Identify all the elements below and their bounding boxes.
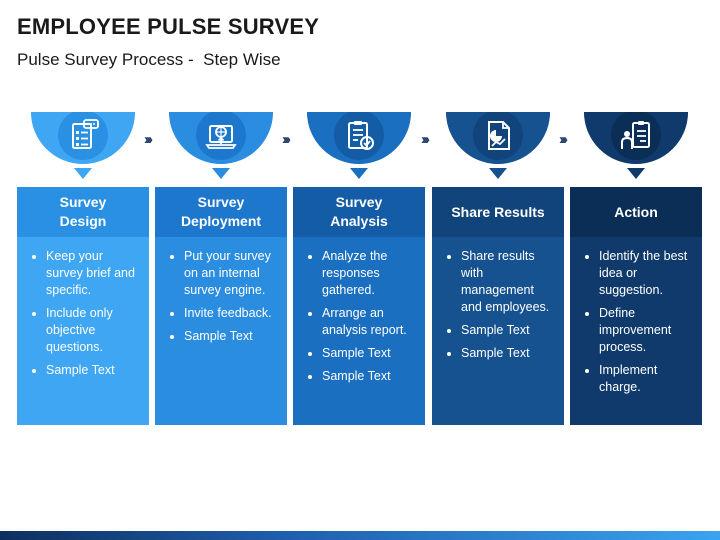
survey-checklist-icon — [58, 112, 108, 160]
step-pointer — [489, 168, 507, 179]
step-icon-badge — [584, 112, 688, 164]
bullet-list: Keep your survey brief and specific. Incl… — [29, 248, 143, 379]
step-heading: Survey Deployment — [155, 187, 287, 237]
laptop-upload-icon — [196, 112, 246, 160]
step-heading: Action — [570, 187, 702, 237]
bullet-item: Sample Text — [29, 362, 143, 379]
step-icon-badge — [31, 112, 135, 164]
bullet-item: Sample Text — [167, 328, 281, 345]
step-details: Put your survey on an internal survey en… — [155, 237, 287, 425]
process-step: Survey Deployment Put your survey on an i… — [155, 112, 287, 425]
person-clipboard-icon — [611, 112, 661, 160]
bullet-item: Sample Text — [305, 345, 419, 362]
step-heading: Survey Analysis — [293, 187, 425, 237]
step-heading: Survey Design — [17, 187, 149, 237]
report-chart-icon — [473, 112, 523, 160]
step-pointer — [350, 168, 368, 179]
step-details: Keep your survey brief and specific. Incl… — [17, 237, 149, 425]
step-pointer — [212, 168, 230, 179]
step-details: Analyze the responses gathered. Arrange a… — [293, 237, 425, 425]
step-icon-badge — [446, 112, 550, 164]
bullet-item: Implement charge. — [582, 362, 696, 396]
bullet-item: Define improvement process. — [582, 305, 696, 356]
bullet-item: Include only objective questions. — [29, 305, 143, 356]
step-heading: Share Results — [432, 187, 564, 237]
step-icon-badge — [169, 112, 273, 164]
page-title: EMPLOYEE PULSE SURVEY — [17, 14, 320, 39]
bullet-item: Share results with management and employ… — [444, 248, 558, 316]
bullet-item: Sample Text — [305, 368, 419, 385]
bullet-item: Put your survey on an internal survey en… — [167, 248, 281, 299]
process-step: Survey Analysis Analyze the responses gat… — [293, 112, 425, 425]
chevron-arrows-icon: ››› — [282, 131, 291, 148]
bullet-item: Sample Text — [444, 345, 558, 362]
bullet-item: Analyze the responses gathered. — [305, 248, 419, 299]
bullet-item: Arrange an analysis report. — [305, 305, 419, 339]
chevron-arrows-icon: ››› — [421, 131, 430, 148]
step-details: Identify the best idea or suggestion. Def… — [570, 237, 702, 425]
step-icon-badge — [307, 112, 411, 164]
bullet-item: Keep your survey brief and specific. — [29, 248, 143, 299]
bullet-list: Identify the best idea or suggestion. Def… — [582, 248, 696, 396]
process-step: Survey Design Keep your survey brief and … — [17, 112, 149, 425]
step-pointer — [627, 168, 645, 179]
process-step: Action Identify the best idea or suggesti… — [570, 112, 702, 425]
step-details: Share results with management and employ… — [432, 237, 564, 425]
page-subtitle: Pulse Survey Process - Step Wise — [17, 50, 281, 69]
bullet-list: Analyze the responses gathered. Arrange a… — [305, 248, 419, 385]
chevron-arrows-icon: ››› — [559, 131, 568, 148]
bullet-item: Invite feedback. — [167, 305, 281, 322]
process-step: Share Results Share results with manageme… — [432, 112, 564, 425]
bullet-item: Sample Text — [444, 322, 558, 339]
bullet-item: Identify the best idea or suggestion. — [582, 248, 696, 299]
step-pointer — [74, 168, 92, 179]
chevron-arrows-icon: ››› — [144, 131, 153, 148]
clipboard-check-icon — [334, 112, 384, 160]
bullet-list: Put your survey on an internal survey en… — [167, 248, 281, 345]
footer-bar — [0, 531, 720, 540]
bullet-list: Share results with management and employ… — [444, 248, 558, 362]
